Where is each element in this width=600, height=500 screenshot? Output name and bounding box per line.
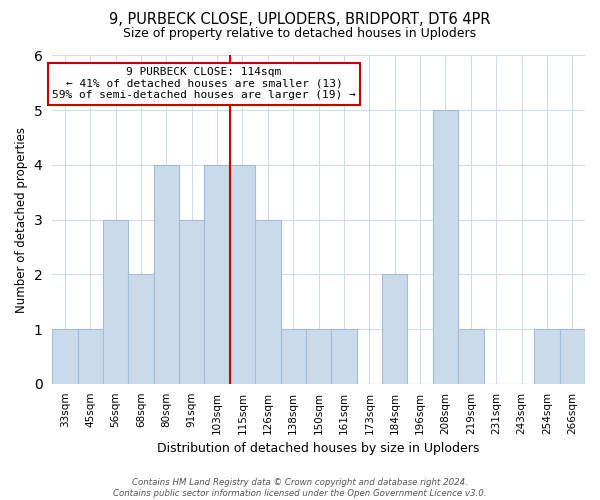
Bar	[255, 220, 281, 384]
Text: 9 PURBECK CLOSE: 114sqm
← 41% of detached houses are smaller (13)
59% of semi-de: 9 PURBECK CLOSE: 114sqm ← 41% of detache…	[52, 67, 356, 100]
Bar	[560, 329, 585, 384]
X-axis label: Distribution of detached houses by size in Uploders: Distribution of detached houses by size …	[157, 442, 480, 455]
Bar	[154, 165, 179, 384]
Text: Size of property relative to detached houses in Uploders: Size of property relative to detached ho…	[124, 28, 476, 40]
Bar	[230, 165, 255, 384]
Text: Contains HM Land Registry data © Crown copyright and database right 2024.
Contai: Contains HM Land Registry data © Crown c…	[113, 478, 487, 498]
Bar	[281, 329, 306, 384]
Text: 9, PURBECK CLOSE, UPLODERS, BRIDPORT, DT6 4PR: 9, PURBECK CLOSE, UPLODERS, BRIDPORT, DT…	[109, 12, 491, 28]
Bar	[128, 274, 154, 384]
Bar	[458, 329, 484, 384]
Bar	[534, 329, 560, 384]
Bar	[433, 110, 458, 384]
Bar	[103, 220, 128, 384]
Bar	[306, 329, 331, 384]
Bar	[179, 220, 205, 384]
Bar	[77, 329, 103, 384]
Bar	[205, 165, 230, 384]
Bar	[382, 274, 407, 384]
Bar	[331, 329, 356, 384]
Bar	[52, 329, 77, 384]
Y-axis label: Number of detached properties: Number of detached properties	[15, 126, 28, 312]
